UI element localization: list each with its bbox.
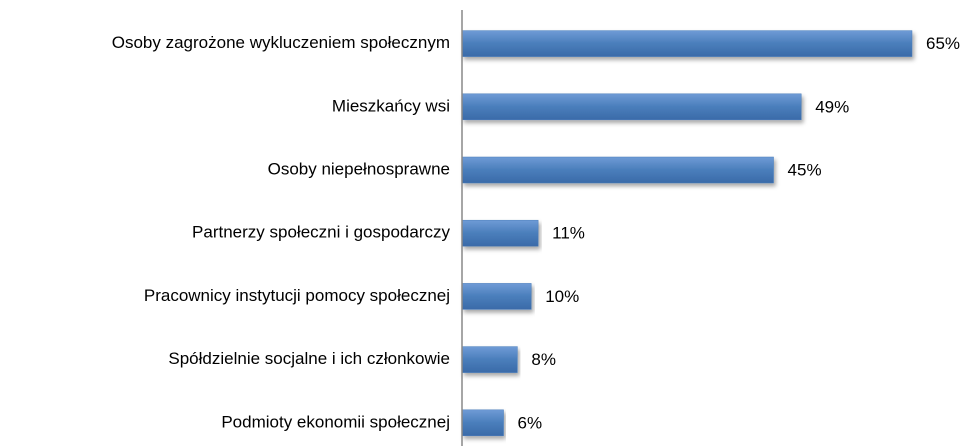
bar: [461, 219, 539, 247]
category-label: Spółdzielnie socjalne i ich członkowie: [168, 349, 450, 368]
category-label: Partnerzy społeczni i gospodarczy: [192, 223, 450, 242]
value-label: 65%: [926, 34, 960, 53]
value-label: 45%: [788, 160, 822, 179]
bar: [461, 30, 913, 57]
value-label: 49%: [815, 97, 849, 116]
bar: [461, 156, 774, 184]
category-label: Podmioty ekonomii społecznej: [221, 412, 450, 431]
bar: [461, 283, 532, 310]
bar: [461, 93, 802, 121]
category-label: Osoby zagrożone wykluczeniem społecznym: [112, 33, 450, 52]
value-label: 8%: [531, 350, 556, 369]
category-label: Pracownicy instytucji pomocy społecznej: [144, 286, 450, 305]
value-label: 6%: [518, 413, 543, 432]
bar: [461, 409, 504, 437]
category-label: Mieszkańcy wsi: [332, 96, 450, 115]
value-label: 10%: [545, 287, 579, 306]
bar: [461, 346, 518, 373]
category-label: Osoby niepełnosprawne: [268, 159, 450, 178]
value-label: 11%: [552, 224, 585, 243]
